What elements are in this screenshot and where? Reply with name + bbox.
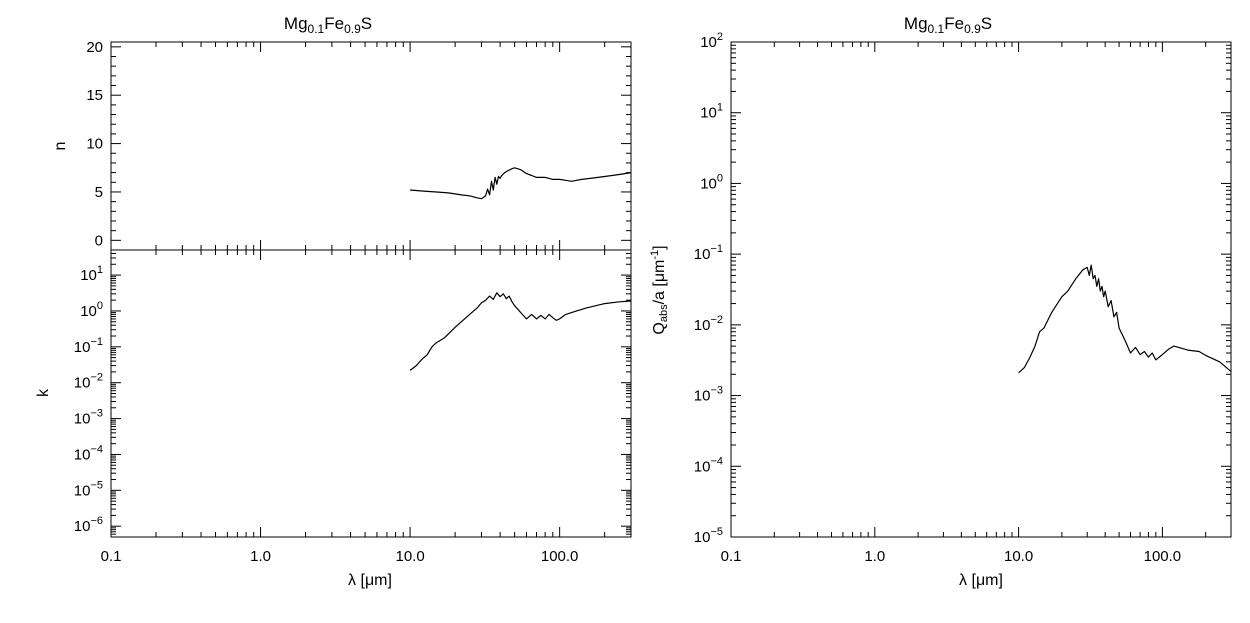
qabs-series-line — [1018, 264, 1232, 374]
x-tick-label: 10.0 — [1004, 548, 1033, 565]
qabs-label-part: abs — [658, 304, 670, 322]
x-tick-label: 1.0 — [864, 548, 885, 565]
title-part: 0.9 — [964, 22, 981, 36]
qabs-label-part: -1 — [649, 250, 661, 260]
y-tick-label: 102 — [700, 31, 723, 51]
tick-layer — [110, 41, 1232, 538]
left-panel-title: Mg0.1Fe0.9S — [284, 14, 372, 36]
y-tick-label: 10−2 — [694, 314, 723, 334]
y-tick-label: 10−6 — [74, 515, 103, 535]
x-tick-label: 0.1 — [101, 548, 122, 565]
y-tick-label: 100 — [700, 172, 723, 192]
series-layer — [409, 167, 1232, 374]
k-panel-frame — [110, 249, 632, 538]
title-part: 0.1 — [308, 22, 325, 36]
x-tick-label: 1.0 — [250, 548, 271, 565]
y-tick-label: 10−4 — [694, 455, 723, 475]
y-tick-label: 101 — [80, 264, 103, 284]
y-tick-label: 15 — [86, 87, 103, 104]
tick-label-layer: 0 5 10 15 20 0.1 1.0 10.0 100.0 10−6 10−5 10−4 10−3 1… — [74, 31, 1181, 565]
title-part: 0.1 — [928, 22, 945, 36]
y-tick-label: 10−5 — [694, 526, 723, 546]
title-part: S — [981, 14, 992, 33]
title-part: Fe — [944, 14, 964, 33]
k-series-line — [409, 292, 632, 371]
y-tick-label: 101 — [700, 102, 723, 122]
qabs-axis-label: Qabs/a [μm-1] — [649, 245, 670, 334]
y-tick-label: 10−5 — [74, 479, 103, 499]
qabs-panel-frame — [730, 41, 1232, 538]
qabs-label-part: /a [μm — [651, 260, 668, 305]
y-tick-label: 10−1 — [74, 336, 103, 356]
title-part: Fe — [324, 14, 344, 33]
right-x-axis-label: λ [μm] — [959, 572, 1003, 589]
k-axis-label: k — [35, 388, 52, 397]
n-series-line — [410, 167, 632, 200]
y-tick-label: 10 — [86, 136, 103, 153]
y-tick-label: 10−1 — [694, 243, 723, 263]
n-panel-frame — [110, 41, 632, 251]
y-tick-label: 10−4 — [74, 443, 103, 463]
y-tick-label: 0 — [95, 232, 103, 249]
title-part: 0.9 — [344, 22, 361, 36]
title-part: S — [361, 14, 372, 33]
qabs-label-part: Q — [651, 322, 668, 334]
left-x-axis-label: λ [μm] — [348, 572, 392, 589]
y-tick-label: 20 — [86, 39, 103, 56]
right-panel-title: Mg0.1Fe0.9S — [904, 14, 992, 36]
qabs-label-part: ] — [651, 245, 668, 249]
y-tick-label: 5 — [95, 184, 103, 201]
title-part: Mg — [904, 14, 928, 33]
x-tick-label: 100.0 — [541, 548, 579, 565]
y-tick-label: 100 — [80, 300, 103, 320]
y-tick-label: 10−3 — [694, 385, 723, 405]
n-axis-label: n — [52, 142, 69, 151]
x-tick-label: 0.1 — [721, 548, 742, 565]
title-part: Mg — [284, 14, 308, 33]
y-tick-label: 10−2 — [74, 372, 103, 392]
y-tick-label: 10−3 — [74, 408, 103, 428]
x-tick-label: 100.0 — [1144, 548, 1182, 565]
x-tick-label: 10.0 — [395, 548, 424, 565]
